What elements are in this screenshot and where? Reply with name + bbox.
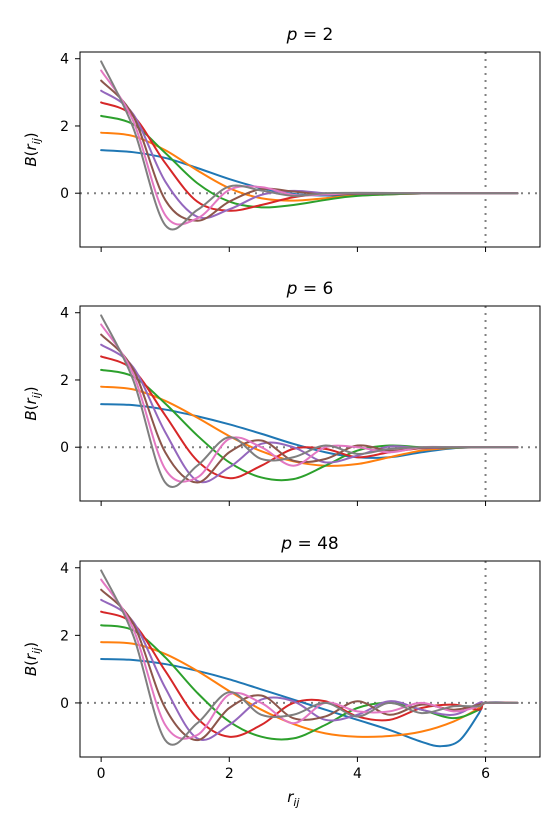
series-line-3 bbox=[100, 624, 519, 741]
panel-title: p = 48 bbox=[280, 534, 338, 554]
series-line-8 bbox=[100, 60, 519, 231]
y-tick-label: 0 bbox=[60, 186, 69, 202]
x-tick-label: 4 bbox=[353, 766, 362, 782]
x-axis-label: rij bbox=[287, 788, 300, 809]
series-line-4 bbox=[100, 355, 519, 480]
panel-title: p = 2 bbox=[286, 25, 334, 45]
y-axis-label: B(rij) bbox=[22, 132, 43, 166]
series-line-8 bbox=[100, 569, 519, 746]
plot-area bbox=[80, 306, 540, 501]
x-tick-label: 6 bbox=[481, 766, 490, 782]
x-tick-label: 0 bbox=[97, 766, 106, 782]
y-tick-label: 4 bbox=[60, 306, 69, 322]
y-tick-label: 0 bbox=[60, 440, 69, 456]
plot-area bbox=[80, 561, 540, 757]
y-tick-label: 2 bbox=[60, 628, 69, 644]
series-line-2 bbox=[100, 131, 519, 202]
panel-title: p = 6 bbox=[286, 279, 334, 299]
axes-frame bbox=[79, 560, 541, 758]
y-axis-label: B(rij) bbox=[22, 642, 43, 676]
y-tick-label: 2 bbox=[60, 119, 69, 135]
y-tick-label: 2 bbox=[60, 373, 69, 389]
series-line-7 bbox=[100, 69, 519, 226]
series-line-8 bbox=[100, 314, 519, 488]
y-tick-label: 4 bbox=[60, 561, 69, 577]
series-line-1 bbox=[100, 658, 519, 748]
y-axis-label: B(rij) bbox=[22, 386, 43, 420]
x-tick-label: 2 bbox=[225, 766, 234, 782]
y-tick-label: 0 bbox=[60, 696, 69, 712]
axes-frame bbox=[79, 51, 541, 248]
series-line-2 bbox=[100, 385, 519, 467]
series-line-1 bbox=[100, 149, 519, 197]
y-tick-label: 4 bbox=[60, 52, 69, 68]
subplot-p48: 0 2 4 6 0 2 4 p = 48 B(rij) rij bbox=[22, 534, 541, 809]
subplot-p6: 0 2 4 p = 6 B(rij) bbox=[22, 279, 541, 506]
axes-frame bbox=[79, 305, 541, 502]
subplot-p2: 0 2 4 p = 2 B(rij) bbox=[22, 25, 541, 252]
plot-area bbox=[80, 52, 540, 247]
